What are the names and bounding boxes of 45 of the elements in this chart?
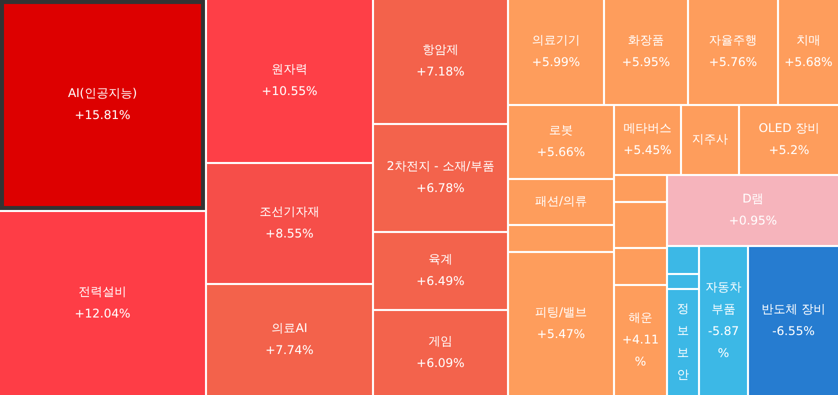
data-label: +5.68% <box>784 55 833 70</box>
data-label: +6.09% <box>416 356 465 370</box>
data-label: +5.99% <box>532 55 580 70</box>
data-label: +5.2% <box>768 143 810 158</box>
category-label: 피팅/밸브 <box>534 305 588 320</box>
category-label: 정보보안 <box>677 302 689 382</box>
data-label: -5.87% <box>708 324 740 360</box>
category-label: 화장품 <box>628 33 664 48</box>
data-label: +15.81% <box>74 108 130 122</box>
category-label: 게임 <box>428 334 452 348</box>
data-label: +5.45% <box>623 143 672 158</box>
data-label: +7.74% <box>265 343 314 358</box>
category-label: 원자력 <box>272 62 308 76</box>
category-label: OLED 장비 <box>758 121 820 136</box>
data-label: +6.49% <box>416 274 465 288</box>
data-label: -6.55% <box>772 324 815 338</box>
category-label: D램 <box>742 192 764 206</box>
category-label: 육계 <box>428 252 452 266</box>
category-label: 자동차 부품 <box>706 280 742 316</box>
category-label: 의료AI <box>272 321 308 336</box>
data-label: +5.47% <box>536 327 586 342</box>
data-label: +8.55% <box>265 226 314 241</box>
data-label: +7.18% <box>416 64 465 79</box>
data-label: +0.95% <box>728 214 778 228</box>
data-label: +12.04% <box>74 306 130 321</box>
category-label: 치매 <box>796 33 820 48</box>
data-label: +5.95% <box>622 55 670 70</box>
category-label: 해운 <box>628 310 652 325</box>
category-label: 조선기자재 <box>260 204 320 219</box>
category-label: 전력설비 <box>78 284 126 299</box>
category-label: AI(인공지능) <box>68 86 138 100</box>
category-label: 지주사 <box>692 132 728 146</box>
data-label: +5.76% <box>708 55 758 70</box>
category-label: 2차전지 - 소재/부품 <box>386 159 494 174</box>
category-label: 자율주행 <box>709 33 757 48</box>
category-label: 의료기기 <box>532 33 580 48</box>
category-label: 항암제 <box>422 42 458 57</box>
category-label: 반도체 장비 <box>762 302 826 316</box>
data-label: +5.66% <box>536 145 586 160</box>
data-label: +4.11% <box>622 332 659 369</box>
category-label: 메타버스 <box>624 121 672 136</box>
data-label: +6.78% <box>416 181 465 196</box>
category-label: 패션/의류 <box>534 194 588 208</box>
category-label: 로봇 <box>549 123 573 138</box>
data-label: +10.55% <box>262 84 318 98</box>
